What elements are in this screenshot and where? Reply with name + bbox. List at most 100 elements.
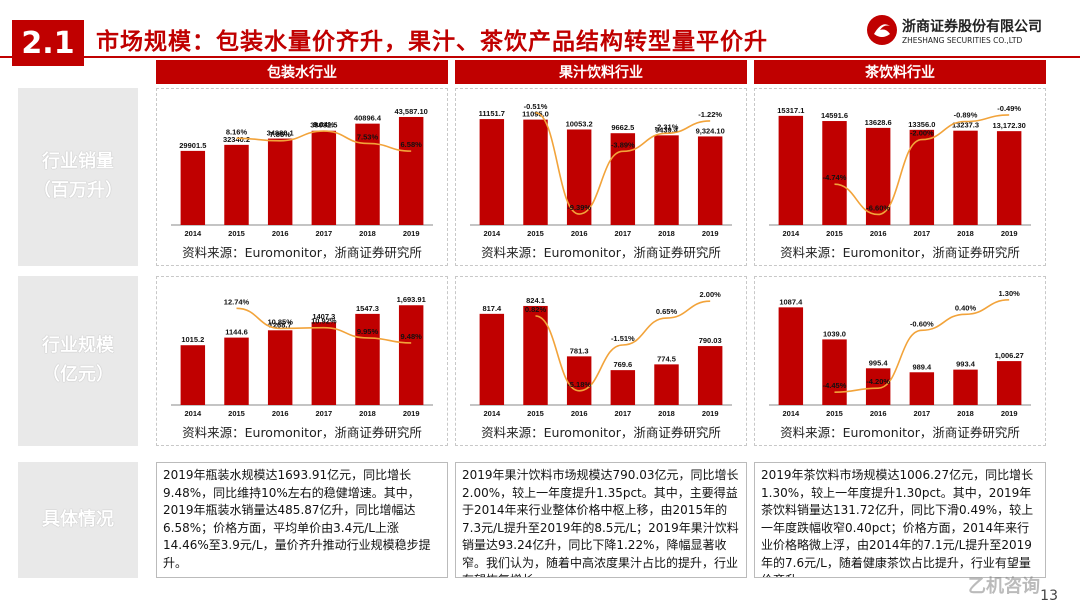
column-header-juice: 果汁饮料行业 <box>455 60 747 84</box>
page-title: 市场规模：包装水量价齐升，果汁、茶饮产品结构转型量平价升 <box>96 29 768 55</box>
x-tick-label: 2019 <box>1001 409 1018 418</box>
chart-source: 资料来源：Euromonitor，浙商证券研究所 <box>481 425 721 440</box>
bar <box>822 121 847 225</box>
bar-value-label: 43,587.10 <box>394 107 427 116</box>
chart-tea-scale: 1087.4 2014 1039.0 2015 995.4 2016 989.4 2017 99… <box>769 289 1031 418</box>
detail-text-water: 2019年瓶装水规模达1693.91亿元，同比增长9.48%，同比维持10%左右… <box>156 462 448 578</box>
x-tick-label: 2018 <box>957 409 974 418</box>
x-tick-label: 2016 <box>571 229 588 238</box>
growth-label: 8.16% <box>226 127 248 136</box>
growth-line <box>834 299 1010 393</box>
growth-label: 7.85% <box>270 130 292 139</box>
x-tick-label: 2019 <box>1001 229 1018 238</box>
x-tick-label: 2017 <box>315 229 332 238</box>
growth-label: 12.74% <box>224 297 250 306</box>
detail-text-tea: 2019年茶饮料市场规模达1006.27亿元，同比增长1.30%，较上一年度提升… <box>754 462 1046 578</box>
x-tick-label: 2017 <box>913 229 930 238</box>
chart-juice-volume: 11151.7 2014 11095.0 2015 10053.2 2016 9662.5 2… <box>470 102 732 238</box>
growth-label: -2.31% <box>655 122 679 131</box>
bar <box>180 345 206 405</box>
bar-value-label: 34880.1 <box>267 129 294 138</box>
bar-value-label: 13628.6 <box>865 118 892 127</box>
growth-line <box>236 307 412 344</box>
x-tick-label: 2016 <box>571 409 588 418</box>
bar-value-label: 824.1 <box>526 296 545 305</box>
x-tick-label: 2014 <box>782 409 800 418</box>
x-tick-label: 2014 <box>782 229 800 238</box>
bar <box>865 127 891 225</box>
growth-label: 10.85% <box>267 317 293 326</box>
x-tick-label: 2019 <box>702 409 719 418</box>
column-header-tea: 茶饮料行业 <box>754 60 1046 84</box>
bar-value-label: 32340.2 <box>223 135 250 144</box>
growth-label: 9.95% <box>357 327 379 336</box>
bar <box>523 119 548 225</box>
growth-label: 6.58% <box>401 140 423 149</box>
bar-value-label: 1268.7 <box>269 320 292 329</box>
growth-label: 1.30% <box>999 289 1021 298</box>
chart-water-scale: 1015.2 2014 1144.6 2015 1268.7 2016 1407.3 2017… <box>171 295 433 418</box>
growth-label: -0.49% <box>997 104 1021 113</box>
bar <box>697 136 723 225</box>
chart-juice-scale: 817.4 2014 824.1 2015 781.3 2016 769.6 2017 774.… <box>470 290 732 418</box>
bar <box>610 133 636 225</box>
growth-label: -1.22% <box>698 110 722 119</box>
x-tick-label: 2018 <box>658 229 675 238</box>
chart-panel-juice-volume: 11151.7 2014 11095.0 2015 10053.2 2016 9662.5 2… <box>455 88 747 266</box>
bar-value-label: 13356.0 <box>908 120 935 129</box>
bar-value-label: 1,693.91 <box>397 295 426 304</box>
x-tick-label: 2018 <box>359 409 376 418</box>
bar <box>778 307 804 405</box>
bar-value-label: 989.4 <box>912 362 932 371</box>
x-tick-label: 2017 <box>913 409 930 418</box>
bar-value-label: 995.4 <box>869 358 889 367</box>
bar <box>398 116 424 225</box>
bar-value-label: 11095.0 <box>522 110 549 119</box>
x-tick-label: 2016 <box>870 409 887 418</box>
company-name-cn: 浙商证券股份有限公司 <box>902 18 1042 35</box>
bar <box>224 337 249 405</box>
x-tick-label: 2018 <box>957 229 974 238</box>
bar-value-label: 769.6 <box>613 360 632 369</box>
bar-value-label: 9662.5 <box>611 123 634 132</box>
row-label-detail: 具体情况 <box>18 462 138 578</box>
x-tick-label: 2017 <box>614 229 631 238</box>
x-tick-label: 2018 <box>359 229 376 238</box>
bar-value-label: 1144.6 <box>225 328 248 337</box>
bar-value-label: 9,324.10 <box>696 126 725 135</box>
bar <box>996 131 1022 225</box>
header-divider <box>0 56 1080 58</box>
bar <box>953 130 978 225</box>
growth-label: 0.40% <box>955 303 977 312</box>
chart-source: 资料来源：Euromonitor，浙商证券研究所 <box>182 425 422 440</box>
x-tick-label: 2018 <box>658 409 675 418</box>
bar <box>610 370 636 405</box>
bar-value-label: 1,006.27 <box>995 351 1024 360</box>
bar <box>909 129 935 225</box>
chart-panel-tea-volume: 15317.1 2014 14591.6 2015 13628.6 2016 13356.0… <box>754 88 1046 266</box>
company-logo: 浙商证券股份有限公司 ZHESHANG SECURITIES CO.,LTD <box>866 14 1042 46</box>
row-label-scale: 行业规模 （亿元） <box>18 276 138 446</box>
bar <box>697 346 723 405</box>
growth-label: -3.89% <box>611 140 635 149</box>
bar <box>311 130 337 225</box>
x-tick-label: 2015 <box>228 229 245 238</box>
x-tick-label: 2015 <box>228 409 245 418</box>
bar-value-label: 13237.3 <box>952 121 979 130</box>
bar-value-label: 11151.7 <box>479 109 505 118</box>
bar-value-label: 1039.0 <box>823 329 846 338</box>
chart-source: 资料来源：Euromonitor，浙商证券研究所 <box>780 425 1020 440</box>
x-tick-label: 2015 <box>527 229 544 238</box>
chart-panel-juice-scale: 817.4 2014 824.1 2015 781.3 2016 769.6 2017 774.… <box>455 276 747 446</box>
bar <box>996 361 1022 405</box>
growth-label: -6.60% <box>866 203 890 212</box>
row-label-volume: 行业销量 （百万升） <box>18 88 138 266</box>
bar <box>523 305 548 405</box>
bar <box>180 150 206 225</box>
bar <box>267 138 293 225</box>
bar <box>311 322 337 405</box>
growth-label: -4.20% <box>866 377 890 386</box>
growth-label: -4.45% <box>823 381 847 390</box>
x-tick-label: 2019 <box>403 409 420 418</box>
bar-value-label: 993.4 <box>956 360 976 369</box>
